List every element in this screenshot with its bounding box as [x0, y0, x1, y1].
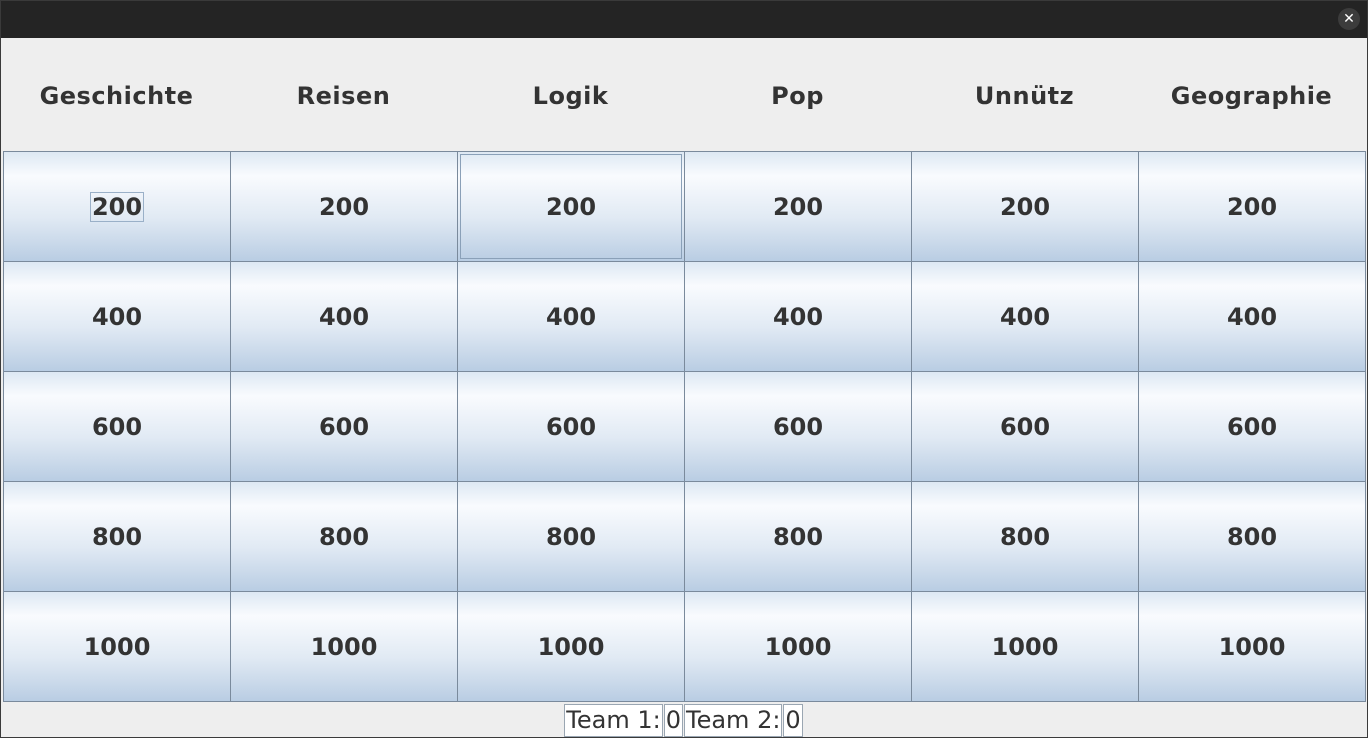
- question-tile[interactable]: 1000: [1138, 591, 1366, 702]
- question-tile[interactable]: 600: [457, 371, 685, 482]
- tile-value: 1000: [83, 632, 151, 661]
- tile-value: 600: [1226, 412, 1278, 441]
- question-tile[interactable]: 600: [911, 371, 1139, 482]
- category-header-row: Geschichte Reisen Logik Pop Unnütz Geogr…: [3, 41, 1365, 151]
- question-tile[interactable]: 600: [684, 371, 912, 482]
- tile-value: 400: [999, 302, 1051, 331]
- question-tile[interactable]: 1000: [457, 591, 685, 702]
- team1-score: 0: [663, 703, 683, 737]
- question-tile[interactable]: 1000: [230, 591, 458, 702]
- category-label: Geographie: [1170, 82, 1333, 110]
- tile-value: 200: [545, 192, 597, 221]
- category-label: Unnütz: [974, 82, 1075, 110]
- question-tile[interactable]: 600: [230, 371, 458, 482]
- tile-value: 800: [545, 522, 597, 551]
- tile-value: 200: [89, 191, 145, 222]
- question-tile[interactable]: 1000: [684, 591, 912, 702]
- question-tile[interactable]: 400: [684, 261, 912, 372]
- tile-value: 800: [91, 522, 143, 551]
- tile-value: 1000: [537, 632, 605, 661]
- category-label: Reisen: [296, 82, 391, 110]
- tile-value: 600: [999, 412, 1051, 441]
- question-tile[interactable]: 800: [230, 481, 458, 592]
- close-icon: ✕: [1343, 11, 1355, 27]
- category-label: Pop: [771, 82, 824, 110]
- question-tile[interactable]: 400: [457, 261, 685, 372]
- question-tile[interactable]: 200: [230, 151, 458, 262]
- tile-value: 1000: [310, 632, 378, 661]
- question-tile[interactable]: 200: [3, 151, 231, 262]
- tile-value: 200: [1226, 192, 1278, 221]
- score-bar: Team 1: 0 Team 2: 0: [1, 703, 1367, 737]
- tile-value: 200: [999, 192, 1051, 221]
- tile-value: 400: [91, 302, 143, 331]
- question-tile[interactable]: 400: [230, 261, 458, 372]
- tile-value: 600: [91, 412, 143, 441]
- tile-value: 400: [1226, 302, 1278, 331]
- question-tile[interactable]: 600: [3, 371, 231, 482]
- question-tile[interactable]: 800: [3, 481, 231, 592]
- question-tile[interactable]: 800: [457, 481, 685, 592]
- question-tile[interactable]: 400: [1138, 261, 1366, 372]
- tile-value: 1000: [991, 632, 1059, 661]
- question-tile[interactable]: 400: [911, 261, 1139, 372]
- tile-value: 400: [772, 302, 824, 331]
- team2-label: Team 2:: [684, 703, 783, 737]
- question-tile[interactable]: 600: [1138, 371, 1366, 482]
- question-tile[interactable]: 200: [1138, 151, 1366, 262]
- question-tile[interactable]: 800: [911, 481, 1139, 592]
- tile-value: 400: [545, 302, 597, 331]
- question-tile[interactable]: 800: [684, 481, 912, 592]
- question-board: 200 200 200 200 200 200 400 400 400 400 …: [3, 151, 1366, 702]
- category-label: Logik: [532, 82, 609, 110]
- tile-value: 600: [545, 412, 597, 441]
- tile-value: 1000: [764, 632, 832, 661]
- question-tile[interactable]: 1000: [3, 591, 231, 702]
- tile-value: 800: [1226, 522, 1278, 551]
- tile-value: 800: [772, 522, 824, 551]
- question-tile[interactable]: 200: [911, 151, 1139, 262]
- tile-value: 200: [772, 192, 824, 221]
- tile-value: 800: [318, 522, 370, 551]
- title-bar[interactable]: ✕: [1, 1, 1367, 38]
- question-tile[interactable]: 200: [457, 151, 685, 262]
- question-tile[interactable]: 200: [684, 151, 912, 262]
- tile-value: 1000: [1218, 632, 1286, 661]
- tile-value: 600: [318, 412, 370, 441]
- question-tile[interactable]: 1000: [911, 591, 1139, 702]
- close-button[interactable]: ✕: [1338, 8, 1360, 30]
- category-label: Geschichte: [39, 82, 194, 110]
- team1-label: Team 1:: [564, 703, 663, 737]
- tile-value: 800: [999, 522, 1051, 551]
- question-tile[interactable]: 800: [1138, 481, 1366, 592]
- question-tile[interactable]: 400: [3, 261, 231, 372]
- team2-score: 0: [783, 703, 803, 737]
- tile-value: 400: [318, 302, 370, 331]
- tile-value: 200: [318, 192, 370, 221]
- tile-value: 600: [772, 412, 824, 441]
